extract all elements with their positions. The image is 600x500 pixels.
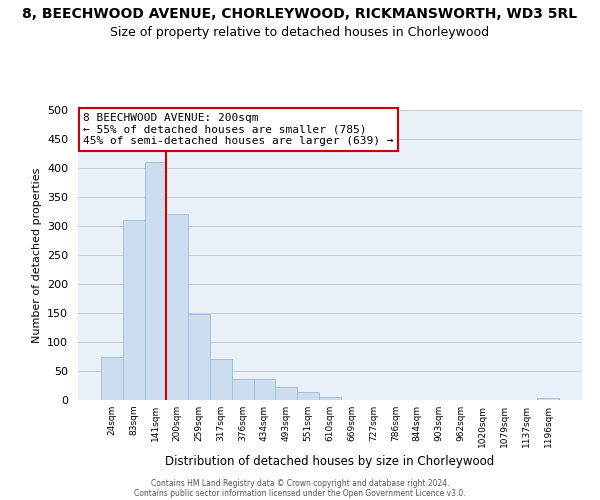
Bar [232, 378, 254, 400]
Bar [101, 356, 123, 400]
Bar [188, 314, 210, 400]
X-axis label: Distribution of detached houses by size in Chorleywood: Distribution of detached houses by size … [166, 456, 494, 468]
Bar [254, 378, 275, 400]
Y-axis label: Number of detached properties: Number of detached properties [32, 168, 41, 342]
Text: 8, BEECHWOOD AVENUE, CHORLEYWOOD, RICKMANSWORTH, WD3 5RL: 8, BEECHWOOD AVENUE, CHORLEYWOOD, RICKMA… [22, 8, 578, 22]
Bar [297, 392, 319, 400]
Bar [319, 396, 341, 400]
Text: Contains public sector information licensed under the Open Government Licence v3: Contains public sector information licen… [134, 488, 466, 498]
Bar [275, 387, 297, 400]
Bar [537, 398, 559, 400]
Bar [123, 220, 145, 400]
Bar [166, 214, 188, 400]
Text: 8 BEECHWOOD AVENUE: 200sqm
← 55% of detached houses are smaller (785)
45% of sem: 8 BEECHWOOD AVENUE: 200sqm ← 55% of deta… [83, 113, 394, 146]
Bar [145, 162, 166, 400]
Bar [210, 360, 232, 400]
Text: Contains HM Land Registry data © Crown copyright and database right 2024.: Contains HM Land Registry data © Crown c… [151, 478, 449, 488]
Text: Size of property relative to detached houses in Chorleywood: Size of property relative to detached ho… [110, 26, 490, 39]
